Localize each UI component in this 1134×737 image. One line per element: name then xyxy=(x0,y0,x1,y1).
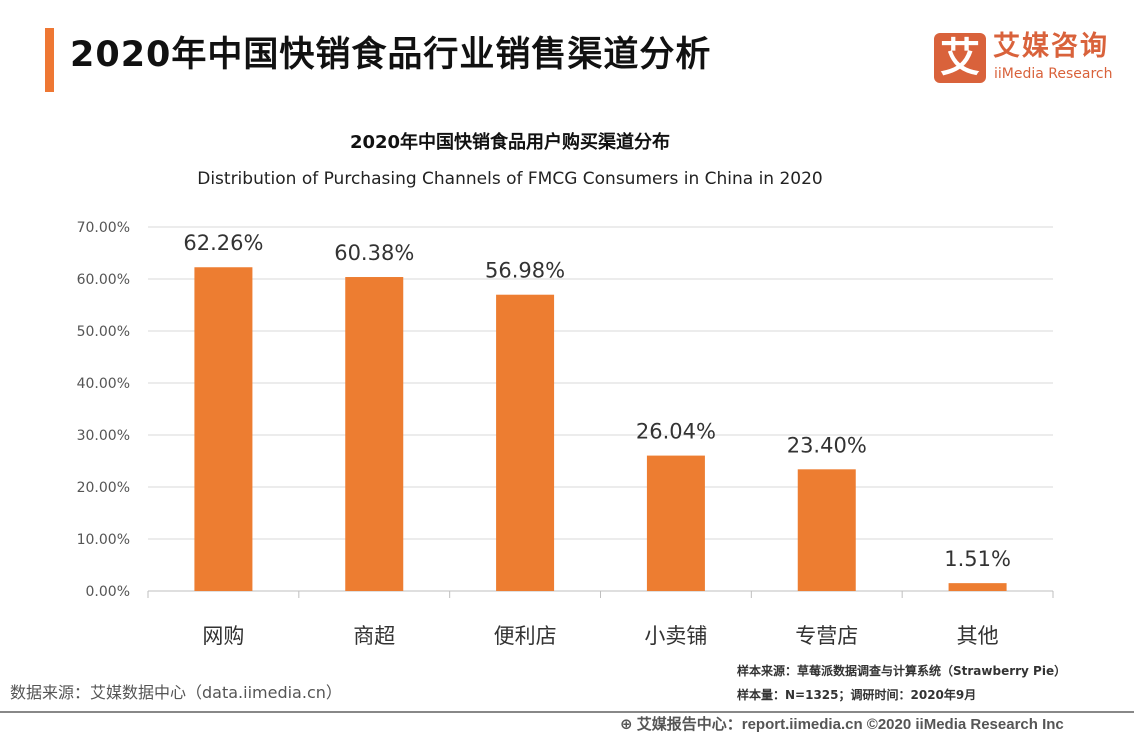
data-label: 56.98% xyxy=(485,259,565,283)
y-tick-label: 10.00% xyxy=(77,532,130,548)
data-label: 23.40% xyxy=(787,433,867,457)
bar xyxy=(797,469,856,591)
bar xyxy=(948,583,1007,591)
x-tick-label: 其他 xyxy=(957,624,999,648)
logo-name-en: iiMedia Research xyxy=(994,66,1113,82)
y-tick-label: 0.00% xyxy=(86,584,130,600)
chart-subtitle: Distribution of Purchasing Channels of F… xyxy=(197,169,823,189)
data-label: 26.04% xyxy=(636,420,716,444)
y-tick-label: 50.00% xyxy=(77,324,130,340)
data-label: 60.38% xyxy=(334,241,414,265)
data-label: 1.51% xyxy=(944,547,1011,571)
y-tick-label: 30.00% xyxy=(77,428,130,444)
x-tick-label: 商超 xyxy=(353,624,395,648)
x-tick-label: 小卖铺 xyxy=(644,624,707,648)
page-title: 2020年中国快销食品行业销售渠道分析 xyxy=(70,35,712,75)
footer-text: 艾媒报告中心：report.iimedia.cn ©2020 iiMedia R… xyxy=(636,716,1064,733)
data-source: 数据来源：艾媒数据中心（data.iimedia.cn） xyxy=(10,683,342,702)
logo-name-cn: 艾媒咨询 xyxy=(993,31,1109,62)
title-accent-bar xyxy=(45,28,54,92)
bar xyxy=(496,294,555,591)
footer-divider xyxy=(0,711,1134,713)
y-tick-label: 20.00% xyxy=(77,480,130,496)
sample-source: 样本来源：草莓派数据调查与计算系统（Strawberry Pie） xyxy=(737,664,1067,678)
x-tick-label: 便利店 xyxy=(494,624,557,648)
bar xyxy=(194,267,253,591)
y-tick-label: 40.00% xyxy=(77,376,130,392)
x-tick-label: 专营店 xyxy=(795,624,858,648)
bar-chart: 0.00% 10.00% 20.00% 30.00% 40.00% 50.00% 60.00… xyxy=(77,220,1054,648)
data-label: 62.26% xyxy=(183,231,263,255)
sample-size: 样本量：N=1325；调研时间：2020年9月 xyxy=(737,688,977,702)
logo-icon: 艾 xyxy=(934,33,986,83)
y-tick-label: 70.00% xyxy=(77,220,130,236)
chart-title: 2020年中国快销食品用户购买渠道分布 xyxy=(349,132,671,153)
y-tick-label: 60.00% xyxy=(77,272,130,288)
globe-icon: ⊕ xyxy=(620,716,637,733)
footer-copyright: ⊕ 艾媒报告中心：report.iimedia.cn ©2020 iiMedia… xyxy=(620,715,1064,734)
bar xyxy=(345,277,404,591)
bar xyxy=(646,455,705,591)
x-tick-label: 网购 xyxy=(202,624,244,648)
